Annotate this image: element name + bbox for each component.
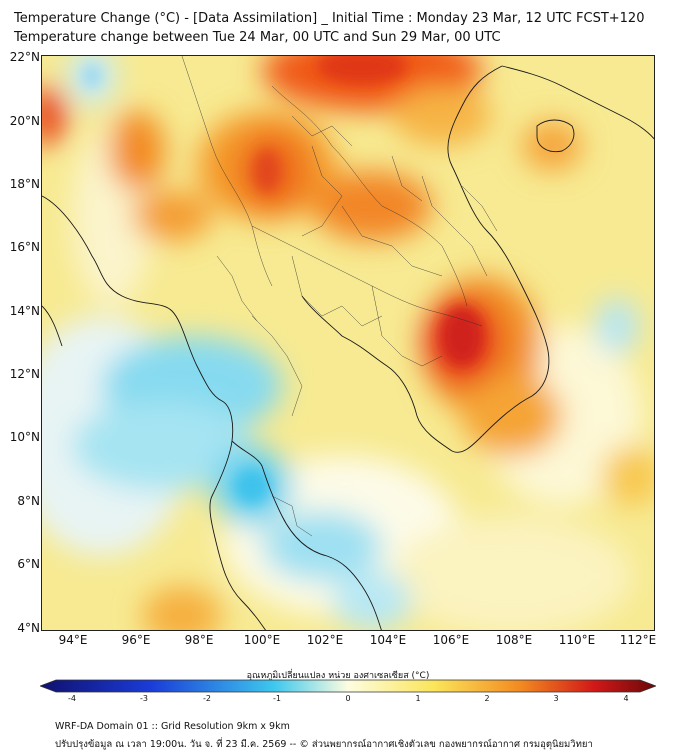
colorbar-tick: -2 (203, 694, 211, 703)
colorbar (40, 679, 656, 693)
map-svg (42, 56, 654, 630)
colorbar-title: อุณหภูมิเปลี่ยนแปลง หน่วย องศาเซลเซียส (… (246, 671, 430, 681)
lon-label-110e: 110°E (558, 633, 596, 647)
lon-label-102e: 102°E (306, 633, 344, 647)
temperature-field (42, 56, 654, 630)
temperature-hotspots (82, 56, 484, 504)
lat-label-20n: 20°N (9, 114, 40, 128)
colorbar-tick: 1 (415, 694, 421, 703)
lat-label-4n: 4°N (17, 621, 40, 635)
colorbar-tick: 2 (484, 694, 490, 703)
colorbar-tick: -3 (140, 694, 148, 703)
colorbar-tick: -4 (68, 694, 76, 703)
lat-label-12n: 12°N (9, 367, 40, 381)
colorbar-gradient (40, 679, 656, 693)
lat-label-6n: 6°N (17, 557, 40, 571)
lon-label-104e: 104°E (369, 633, 407, 647)
admin-borders (181, 56, 498, 537)
temperature-change-map[interactable] (41, 55, 655, 631)
lon-label-100e: 100°E (243, 633, 281, 647)
footer-model-info: WRF-DA Domain 01 :: Grid Resolution 9km … (55, 721, 290, 732)
colorbar-tick: -1 (273, 694, 281, 703)
lat-label-16n: 16°N (9, 240, 40, 254)
chart-subtitle: Temperature change between Tue 24 Mar, 0… (14, 30, 501, 45)
lon-label-112e: 112°E (619, 633, 657, 647)
footer-credit: ปรับปรุงข้อมูล ณ เวลา 19:00น. วัน จ. ที่… (55, 739, 593, 750)
lat-label-14n: 14°N (9, 304, 40, 318)
lon-label-108e: 108°E (495, 633, 533, 647)
lon-label-96e: 96°E (121, 633, 151, 647)
colorbar-tick: 3 (553, 694, 559, 703)
lon-label-106e: 106°E (432, 633, 470, 647)
lat-label-18n: 18°N (9, 177, 40, 191)
chart-title: Temperature Change (°C) - [Data Assimila… (14, 11, 645, 26)
lon-label-98e: 98°E (184, 633, 214, 647)
lat-label-10n: 10°N (9, 430, 40, 444)
lat-label-8n: 8°N (17, 494, 40, 508)
coastlines (42, 65, 654, 630)
colorbar-tick: 4 (623, 694, 629, 703)
colorbar-tick: 0 (345, 694, 351, 703)
lon-label-94e: 94°E (58, 633, 88, 647)
lat-label-22n: 22°N (9, 50, 40, 64)
